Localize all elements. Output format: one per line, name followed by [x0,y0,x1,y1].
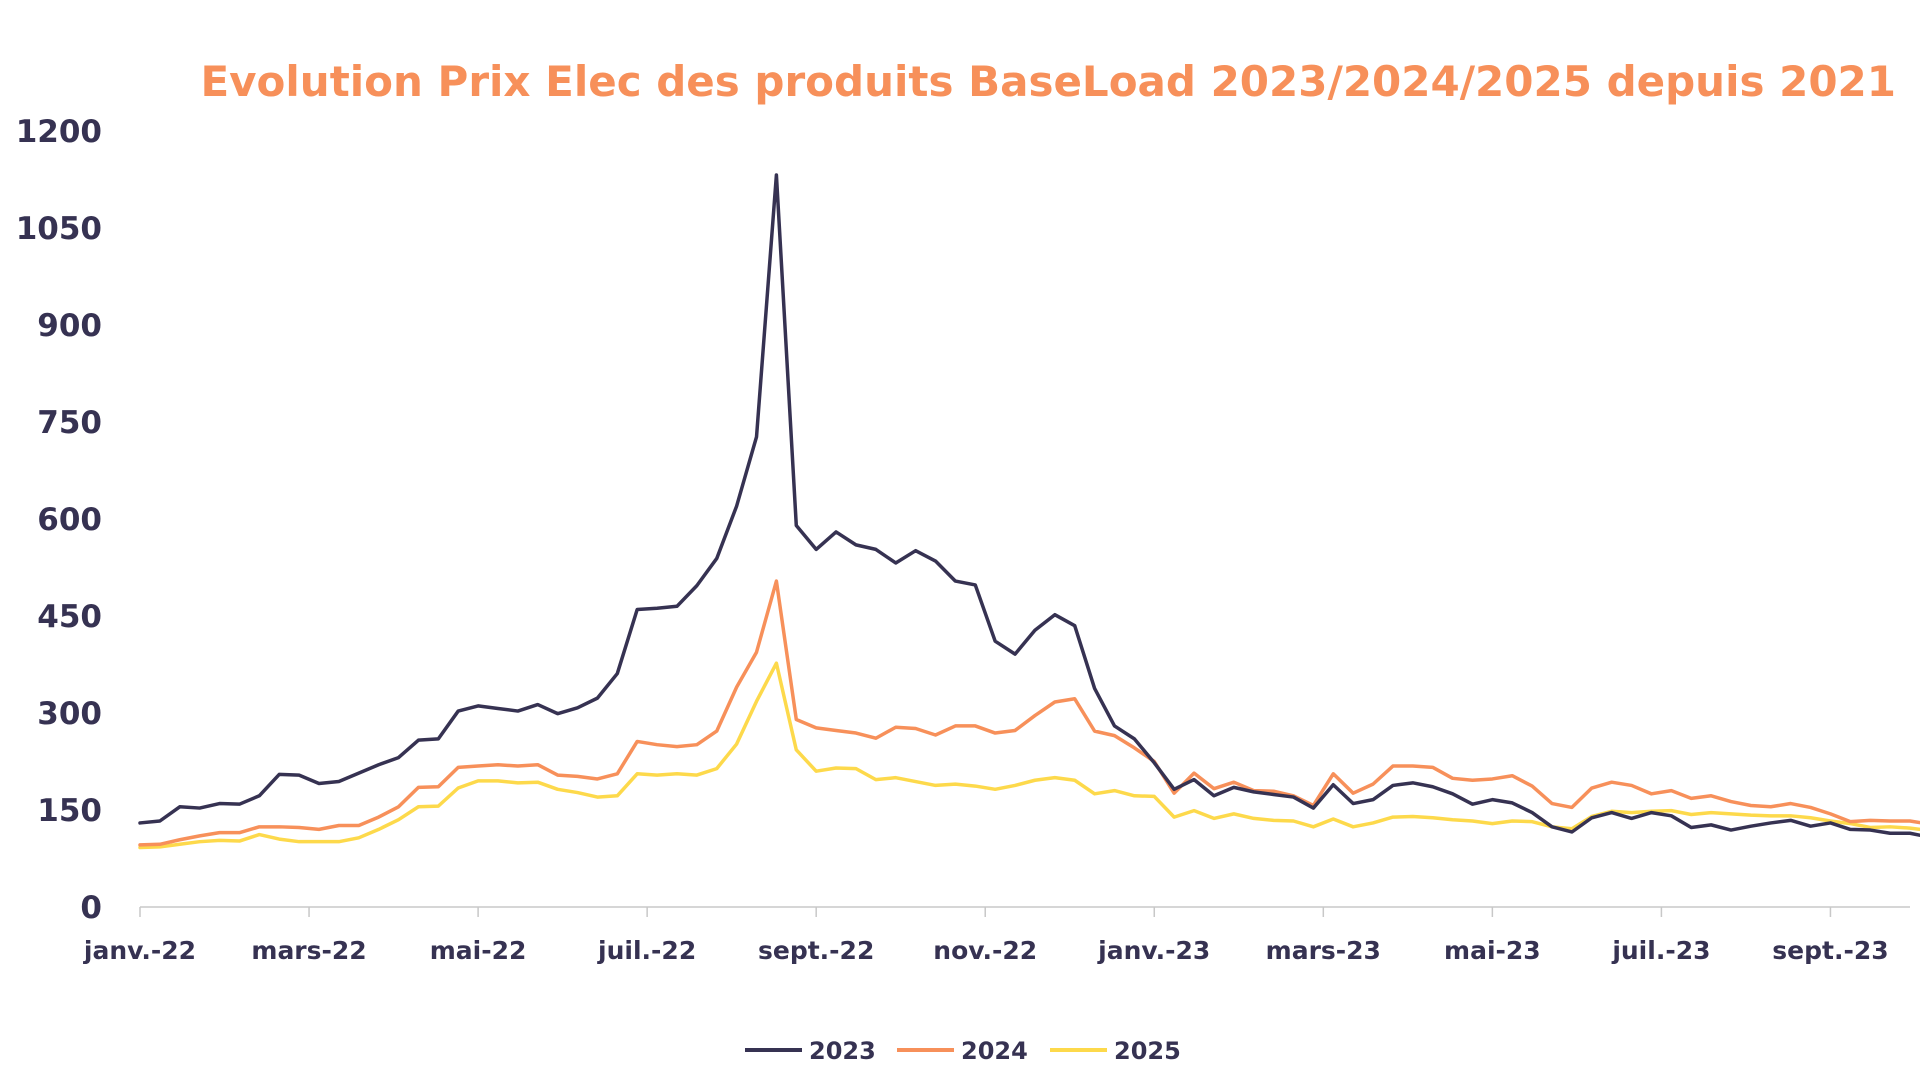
chart-title: Evolution Prix Elec des produits BaseLoa… [200,57,1896,106]
y-tick-label: 600 [37,502,102,538]
y-axis: 0 150 300 450 600 750 900 1050 1200 [16,114,102,926]
x-tick-label: sept.-22 [758,936,874,965]
y-tick-label: 0 [80,890,102,926]
series-line-2024 [138,579,1920,847]
y-tick-label: 900 [37,308,102,344]
legend: 2023 2024 2025 [745,1037,1181,1065]
y-tick-label: 450 [37,599,102,635]
x-tick-label: mars-23 [1266,936,1381,965]
x-tick-label: nov.-22 [933,936,1037,965]
x-tick-label: juil.-23 [1611,936,1710,965]
legend-label-2024: 2024 [961,1037,1028,1065]
legend-label-2025: 2025 [1114,1037,1181,1065]
x-tick-label: sept.-23 [1772,936,1888,965]
x-tick-label: mai-23 [1444,936,1541,965]
series-line-2025 [138,661,1920,850]
y-tick-label: 1050 [16,211,102,247]
legend-label-2023: 2023 [809,1037,876,1065]
x-tick-label: janv.-23 [1097,936,1210,965]
x-tick-label: janv.-22 [83,936,196,965]
y-tick-label: 750 [37,405,102,441]
y-tick-label: 300 [37,696,102,732]
y-tick-label: 150 [37,793,102,829]
series-lines [138,173,1920,850]
y-tick-label: 1200 [16,114,102,150]
x-tick-label: mai-22 [430,936,527,965]
x-tick-label: juil.-22 [597,936,696,965]
x-axis: janv.-22 mars-22 mai-22 juil.-22 sept.-22 nov… [83,906,1910,965]
series-line-2023 [138,173,1920,838]
x-tick-label: mars-22 [251,936,366,965]
